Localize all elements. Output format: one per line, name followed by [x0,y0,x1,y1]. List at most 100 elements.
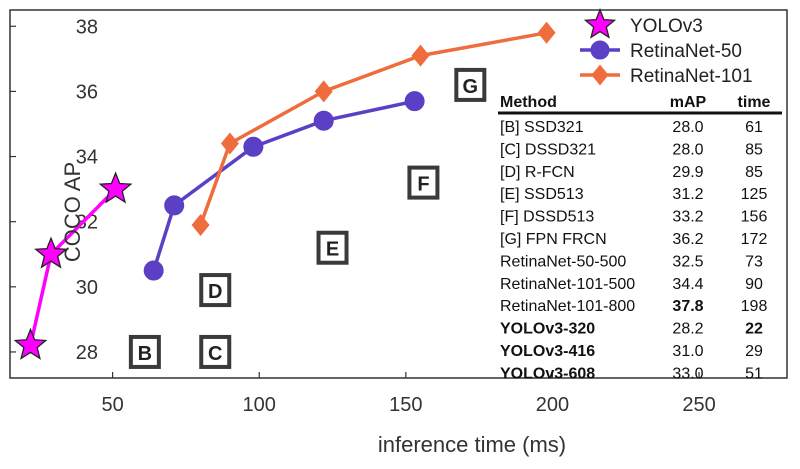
table-header-time: time [738,94,771,111]
y-tick-label: 34 [76,147,98,169]
annotation-box [316,230,349,265]
table-row: YOLOv3-320 28.2 22 [500,321,763,338]
table-header-method: Method [500,94,557,111]
annotation-E: E [316,230,349,265]
table-cell-time: 85 [745,141,763,158]
data-point [34,236,68,269]
table-cell-method: YOLOv3-416 [500,343,595,360]
table-cell-map: 31.2 [672,186,703,203]
y-tick-label: 28 [76,342,98,364]
data-point [13,327,48,360]
data-point [143,260,164,281]
table-cell-time: 51 [745,365,763,382]
annotation-label: D [208,281,222,303]
table-cell-time: 85 [745,164,763,181]
x-tick-label: 150 [389,394,422,416]
table-row: RetinaNet-101-500 34.4 90 [500,276,763,293]
legend-label: RetinaNet-50 [630,41,742,62]
x-tick-label: 50 [101,394,123,416]
y-tick-label: 38 [76,16,98,38]
legend-entry: YOLOv3 [583,8,703,39]
y-tick-label: 32 [76,212,98,234]
table-cell-map: 32.5 [672,253,703,270]
table-cell-time: 61 [745,119,763,136]
table-cell-method: [D] R-FCN [500,164,575,181]
annotation-label: E [326,239,339,261]
table-row: [F] DSSD513 33.2 156 [500,209,767,226]
axes: 50 100 150 200 250 28 30 32 34 36 38 [9,9,788,416]
legend-marker [591,64,609,86]
annotation-box [407,165,440,200]
plot-frame [9,9,788,379]
annotation-box [454,67,487,102]
y-tick-label: 30 [76,277,98,299]
table-cell-map: 31.0 [672,343,703,360]
table-cell-method: [B] SSD321 [500,119,584,136]
table-cell-method: YOLOv3-320 [500,321,595,338]
annotation-label: B [138,343,152,365]
annotation-box [199,334,232,369]
series-YOLOv3 [13,171,133,360]
data-point [537,21,556,44]
table-cell-time: 73 [745,253,763,270]
table-cell-method: [F] DSSD513 [500,209,594,226]
table-cell-map: 34.4 [672,276,703,293]
table-row: [D] R-FCN 29.9 85 [500,164,763,181]
legend-marker [590,40,610,60]
data-point [313,110,334,131]
data-point [314,80,333,103]
table-row: RetinaNet-50-500 32.5 73 [500,253,763,270]
x-axis-label: inference time (ms) [378,432,566,457]
x-tick-label: 200 [536,394,569,416]
table-cell-map: 28.2 [672,321,703,338]
table-cell-method: RetinaNet-101-500 [500,276,635,293]
table-cell-method: [C] DSSD321 [500,141,596,158]
series-RetinaNet-50 [143,91,425,281]
series-RetinaNet-101 [191,21,556,236]
table-cell-method: [G] FPN FRCN [500,231,607,248]
legend-label: RetinaNet-101 [630,66,753,87]
legend-entry: RetinaNet-50 [580,40,742,62]
annotation-F: F [407,165,440,200]
table-cell-method: RetinaNet-101-800 [500,298,635,315]
table-cell-map: 28.0 [672,141,703,158]
data-point [243,136,264,157]
table-cell-map: 37.8 [672,298,703,315]
table-cell-method: RetinaNet-50-500 [500,253,626,270]
table-row: [B] SSD321 28.0 61 [500,119,763,136]
y-tick-label: 36 [76,81,98,103]
results-table: Method mAP time [B] SSD321 28.0 61 [C] DSSD321… [498,94,782,382]
data-point [98,171,133,204]
table-cell-map: 29.9 [672,164,703,181]
legend-label: YOLOv3 [630,16,703,37]
table-row: YOLOv3-608 33.0 51 [500,365,763,382]
table-row: [C] DSSD321 28.0 85 [500,141,763,158]
series-layer [13,21,556,360]
table-cell-method: [E] SSD513 [500,186,584,203]
data-point [411,44,430,67]
data-point [164,195,185,216]
annotation-boxes: B C D E F G [128,67,487,369]
table-cell-time: 125 [741,186,768,203]
annotation-box [128,334,161,369]
table-cell-method: YOLOv3-608 [500,365,595,382]
table-cell-time: 172 [741,231,768,248]
annotation-label: F [417,174,429,196]
x-tick-label: 250 [682,394,715,416]
table-cell-time: 90 [745,276,763,293]
table-header-map: mAP [670,94,707,111]
x-tick-label: 100 [243,394,276,416]
data-point [191,213,210,236]
annotation-box [199,273,232,308]
table-cell-map: 28.0 [672,119,703,136]
table-cell-time: 29 [745,343,763,360]
data-point [404,91,425,112]
series-line [198,31,547,226]
table-row: [G] FPN FRCN 36.2 172 [500,231,767,248]
annotation-label: G [463,76,479,98]
table-row: RetinaNet-101-800 37.8 198 [500,298,767,315]
annotation-D: D [199,273,232,308]
legend: YOLOv3 RetinaNet-50 RetinaNet-101 [580,8,753,87]
annotation-label: C [208,343,222,365]
